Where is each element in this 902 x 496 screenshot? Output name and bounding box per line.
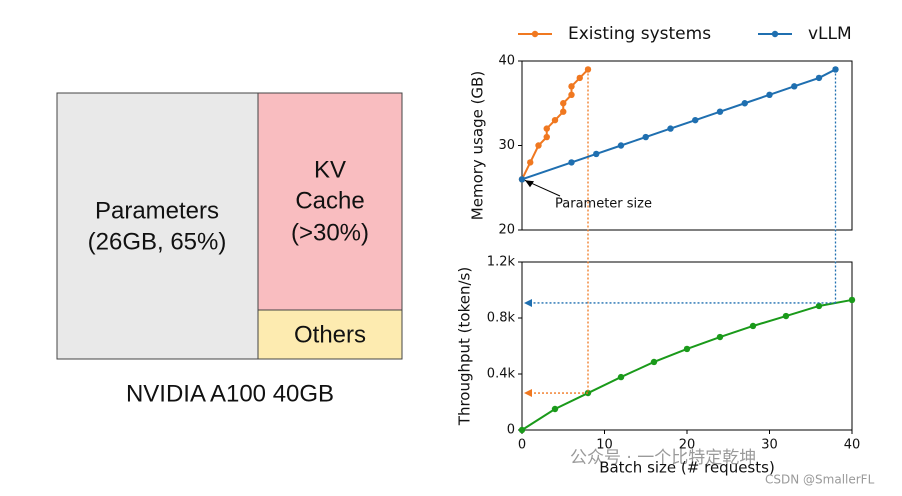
marker [692,116,699,124]
block-label: KV [314,156,346,183]
marker [518,426,526,434]
block-label: (26GB, 65%) [88,228,227,255]
marker [527,159,534,166]
legend-marker [531,30,539,38]
y-tick-label: 0 [507,423,515,438]
marker [642,133,649,141]
y-tick-label: 0.4k [487,367,516,382]
y-tick-label: 20 [498,223,515,238]
x-tick-label: 10 [596,438,613,453]
watermark: CSDN @SmallerFL [765,473,875,487]
marker [749,322,757,330]
block-label: Parameters [95,197,219,224]
annotation: Parameter size [555,197,652,212]
y-tick-label: 40 [498,54,515,69]
marker [593,150,600,158]
marker [560,100,567,107]
marker [815,302,823,310]
marker [716,333,724,341]
marker [543,125,550,132]
y-tick-label: 1.2k [487,255,516,270]
marker [560,108,567,115]
marker [617,142,625,149]
marker [741,100,748,107]
y-tick-label: 0.8k [487,311,516,326]
marker [568,159,575,166]
marker [543,133,550,141]
marker [848,296,856,304]
others-block [257,309,403,360]
marker [576,74,583,82]
guide-arrow [524,389,532,398]
marker [815,74,823,82]
block-label: Cache [295,187,364,214]
legend-marker [771,30,779,38]
marker [782,312,790,320]
series-line [521,298,853,431]
y-axis-label: Memory usage (GB) [469,71,487,220]
x-tick-label: 0 [518,438,526,453]
legend-label: Existing systems [568,24,711,44]
block-label: (>30%) [291,219,369,246]
marker [551,116,559,124]
watermark: 公众号 · 一个比特定乾坤 [570,448,756,468]
x-tick-label: 30 [761,438,778,453]
arrow-head [525,180,534,188]
block-label: Others [294,321,366,348]
marker [535,142,542,149]
parameters-block [56,92,259,360]
y-tick-label: 30 [498,138,515,153]
marker [551,405,559,413]
kv-cache-block [257,92,403,311]
caption: NVIDIA A100 40GB [126,380,334,407]
marker [683,345,691,353]
x-tick-label: 20 [679,438,696,453]
marker [568,91,575,99]
marker [518,176,526,183]
y-axis-label: Throughput (token/s) [456,267,474,426]
marker [650,358,658,366]
marker [766,91,773,99]
marker [791,83,798,90]
marker [716,108,724,115]
guide-arrow [524,298,532,307]
legend-label: vLLM [808,24,852,44]
marker [568,83,575,90]
x-tick-label: 40 [844,438,861,453]
marker [617,373,625,381]
marker [667,125,674,132]
x-axis-label: Batch size (# requests) [599,459,775,477]
